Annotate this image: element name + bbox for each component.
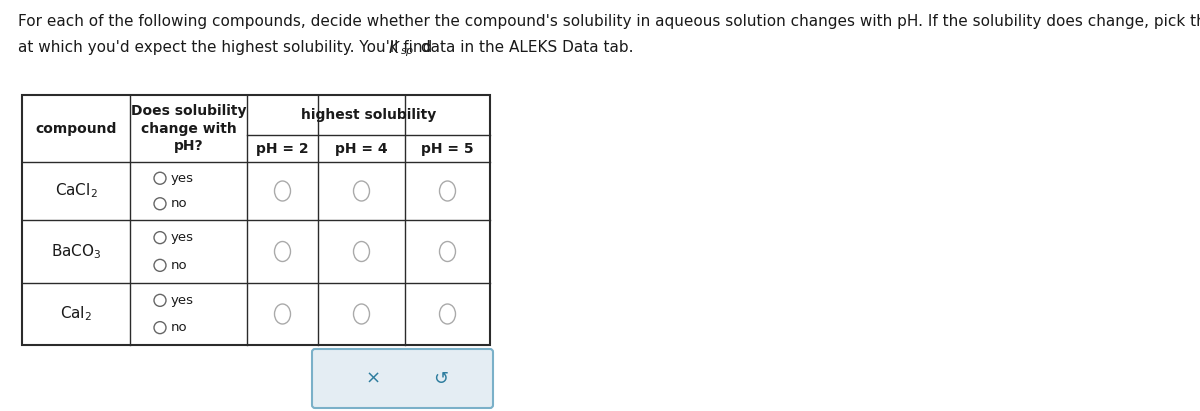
Text: CaI$_2$: CaI$_2$: [60, 305, 92, 323]
Text: compound: compound: [35, 122, 116, 136]
Text: pH = 5: pH = 5: [421, 141, 474, 155]
FancyBboxPatch shape: [312, 349, 493, 408]
Text: pH = 4: pH = 4: [335, 141, 388, 155]
Text: ×: ×: [365, 369, 380, 388]
Text: yes: yes: [172, 294, 194, 307]
Text: BaCO$_3$: BaCO$_3$: [50, 242, 101, 261]
Text: yes: yes: [172, 172, 194, 185]
Text: $sp$: $sp$: [400, 46, 414, 58]
Text: ↺: ↺: [433, 369, 449, 388]
Text: data in the ALEKS Data tab.: data in the ALEKS Data tab.: [416, 40, 634, 55]
Text: highest solubility: highest solubility: [301, 108, 436, 122]
Text: Does solubility
change with
pH?: Does solubility change with pH?: [131, 104, 246, 153]
Text: no: no: [172, 197, 187, 210]
Text: at which you'd expect the highest solubility. You'll find: at which you'd expect the highest solubi…: [18, 40, 437, 55]
Text: pH = 2: pH = 2: [256, 141, 308, 155]
Text: For each of the following compounds, decide whether the compound's solubility in: For each of the following compounds, dec…: [18, 14, 1200, 29]
Text: $K$: $K$: [388, 40, 401, 56]
Text: CaCl$_2$: CaCl$_2$: [55, 182, 97, 200]
Text: no: no: [172, 321, 187, 334]
Bar: [22, 95, 490, 345]
Text: yes: yes: [172, 231, 194, 244]
Text: no: no: [172, 259, 187, 272]
